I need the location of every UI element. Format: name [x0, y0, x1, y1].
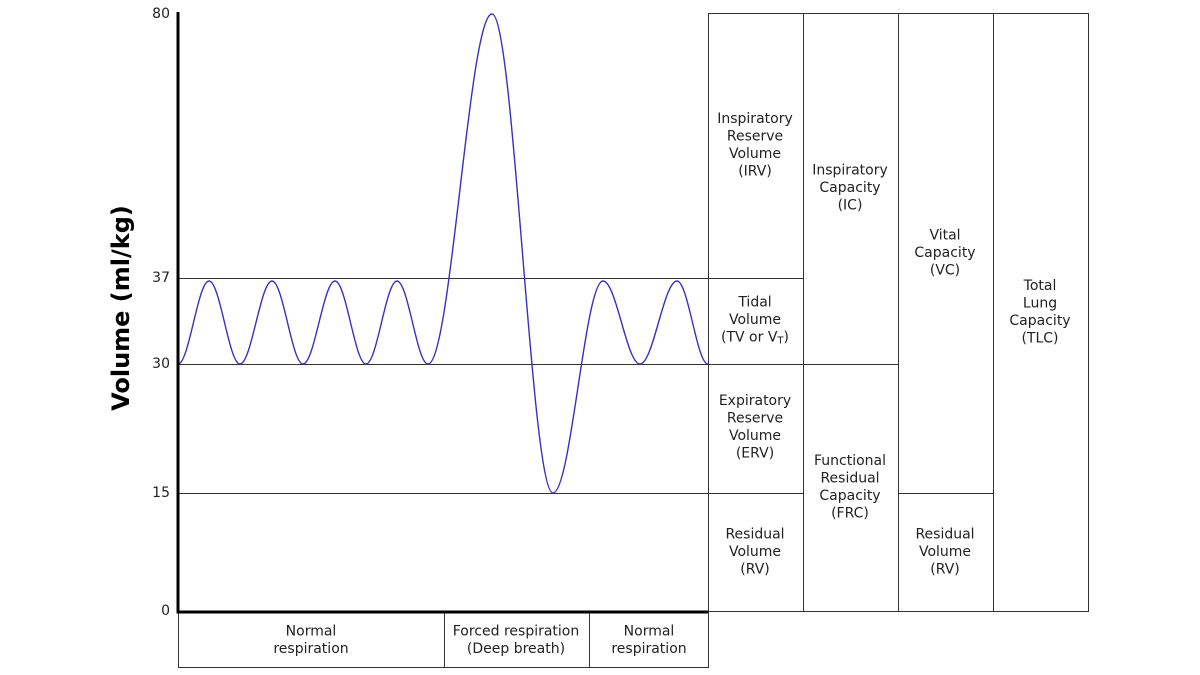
volume-label: Tidal — [737, 295, 771, 311]
volume-label: (RV) — [740, 562, 769, 578]
volume-label: Functional — [814, 453, 886, 469]
y-tick-label: 80 — [152, 6, 170, 22]
phase-label: respiration — [611, 641, 686, 657]
phase-label: Forced respiration — [453, 623, 580, 639]
volume-label-part: T — [776, 336, 784, 347]
phase-label: Normal — [286, 623, 337, 639]
volume-label: (FRC) — [831, 505, 869, 521]
phase-label: respiration — [273, 641, 348, 657]
volume-label: Capacity — [819, 180, 880, 196]
phase-cell — [444, 611, 590, 668]
volume-label: (RV) — [930, 562, 959, 578]
volume-label: Capacity — [1009, 313, 1070, 329]
volume-label: Residual — [915, 527, 974, 543]
volume-label: (TLC) — [1021, 330, 1058, 346]
volume-label: (ERV) — [736, 445, 774, 461]
volume-label: Inspiratory — [812, 163, 888, 179]
y-axis-label: Volume (ml/kg) — [107, 205, 135, 411]
volume-label: Volume — [729, 428, 781, 444]
y-tick-label: 0 — [161, 603, 170, 619]
y-tick-label: 30 — [152, 356, 170, 372]
volume-label: Reserve — [727, 410, 783, 426]
volume-label: Volume — [729, 146, 781, 162]
volume-label: (IC) — [838, 198, 863, 214]
volume-label-part: ) — [784, 330, 789, 346]
volume-label: Vital — [929, 228, 960, 244]
phase-label: (Deep breath) — [467, 641, 565, 657]
volume-label: Expiratory — [719, 393, 791, 409]
volume-label: Capacity — [819, 488, 880, 504]
volume-label: Volume — [919, 544, 971, 560]
volume-label: Reserve — [727, 128, 783, 144]
volume-label: (IRV) — [738, 163, 772, 179]
volume-label: Volume — [729, 544, 781, 560]
phase-label: Normal — [624, 623, 675, 639]
volume-label: (VC) — [930, 263, 960, 279]
y-tick-label: 15 — [152, 485, 170, 501]
phase-cell — [589, 611, 709, 668]
volume-label: Capacity — [914, 245, 975, 261]
volume-label: Volume — [729, 312, 781, 328]
y-tick-label: 37 — [152, 270, 170, 286]
volume-label: Residual — [820, 470, 879, 486]
volume-label: Inspiratory — [717, 111, 793, 127]
volume-label-part: (TV or V — [721, 330, 778, 346]
column — [803, 13, 899, 612]
column — [993, 13, 1089, 612]
column — [898, 13, 994, 612]
breathing-curve — [177, 13, 709, 494]
volume-label: Lung — [1023, 295, 1057, 311]
volume-label: (TV or VT) — [721, 330, 789, 347]
volume-label: Total — [1023, 278, 1057, 294]
volume-label: Residual — [725, 527, 784, 543]
phase-cell — [178, 611, 445, 668]
